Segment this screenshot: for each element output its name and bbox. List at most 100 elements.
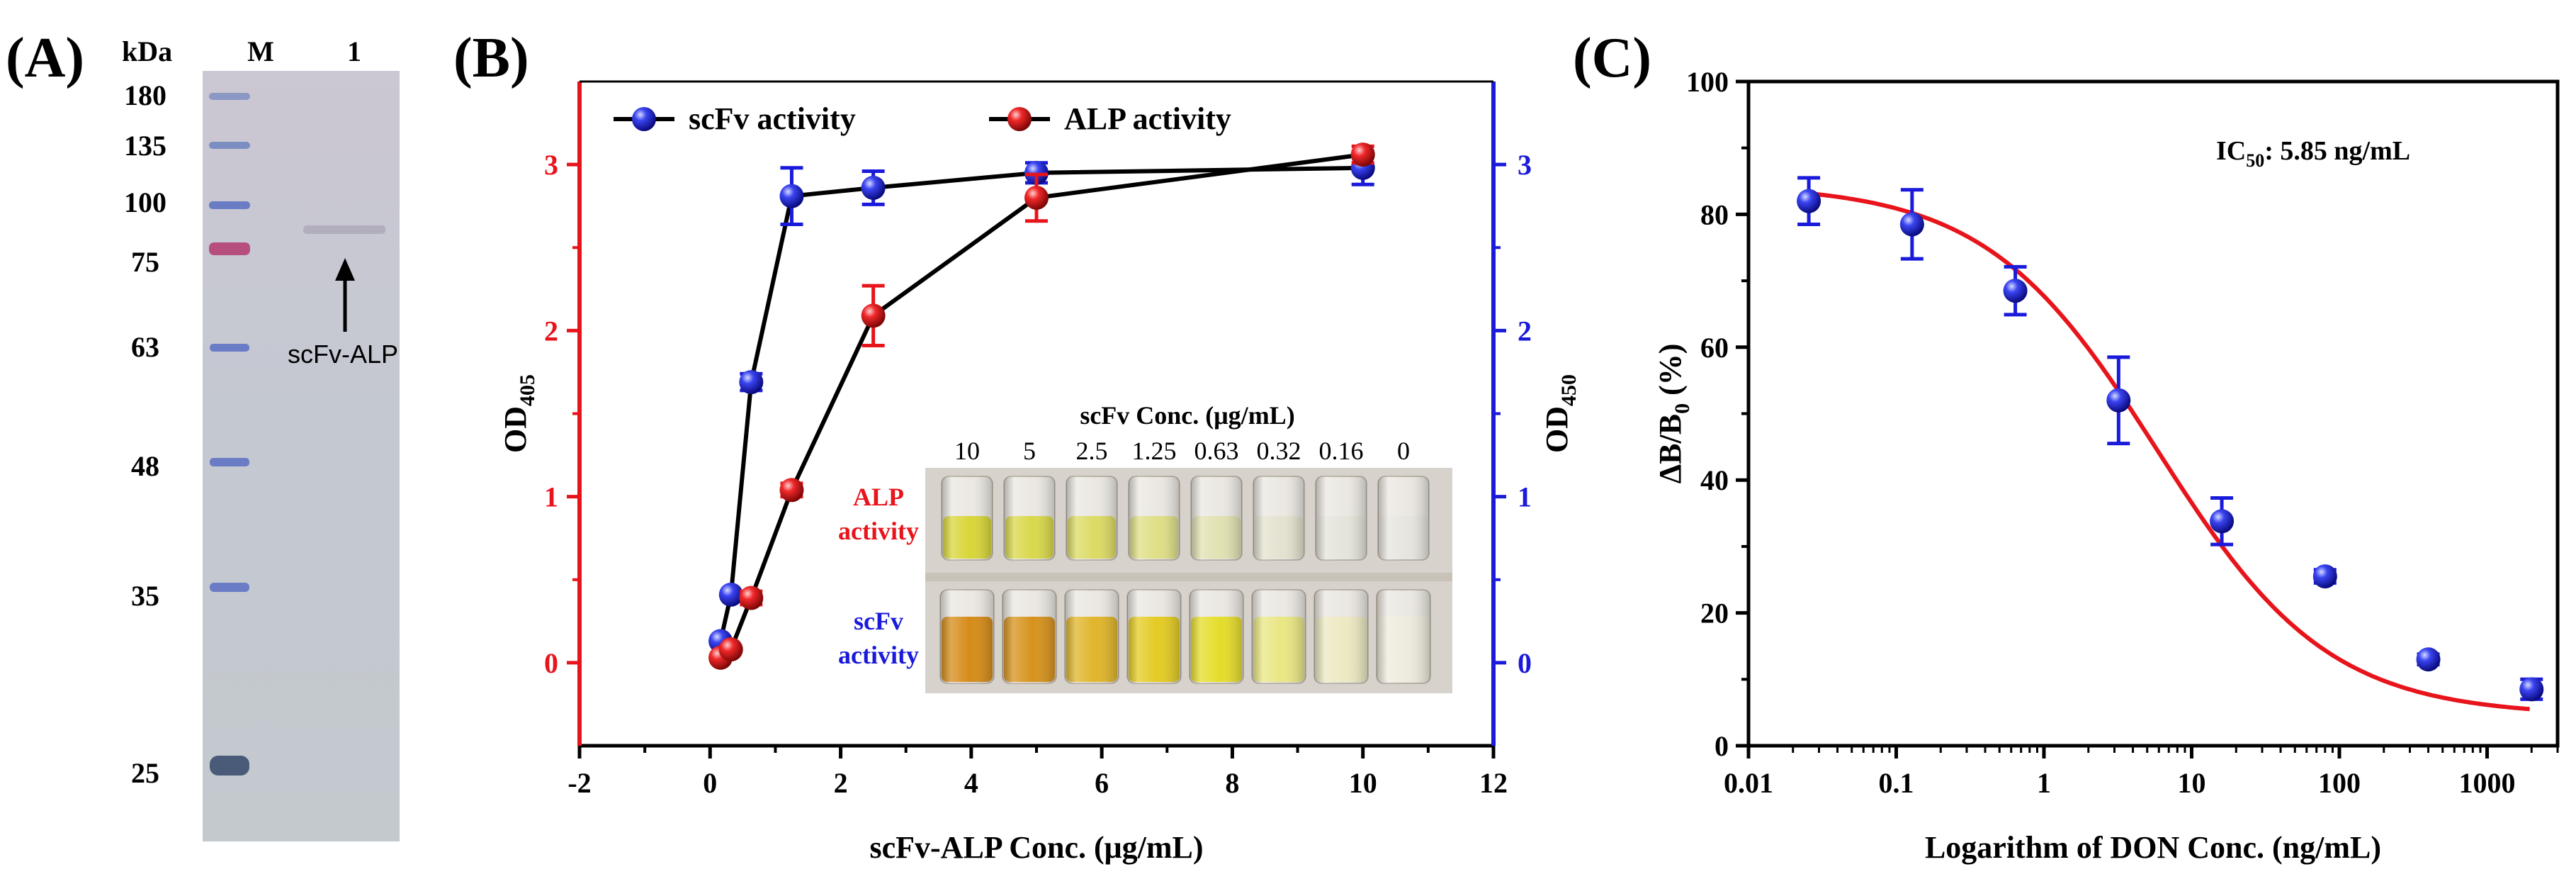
- b-left-tick-label: 3: [544, 149, 558, 181]
- b-point-alp: [1024, 185, 1049, 210]
- c-y-tick-label: 40: [1700, 464, 1729, 496]
- b-x-tick-label: 8: [1225, 767, 1239, 799]
- c-data-point: [2210, 509, 2235, 534]
- panel-c-axes: 0.01 0.1 1 10 100 1000 0 20 40 60 80 100 Logarithm o…: [1653, 66, 2560, 865]
- b-x-tick-label: 12: [1479, 767, 1508, 799]
- c-x-tick-label: 10: [2178, 767, 2206, 799]
- legend-marker: [632, 107, 656, 131]
- c-x-tick-label: 0.01: [1724, 767, 1773, 799]
- b-left-tick-label: 1: [544, 481, 558, 513]
- band-annotation: scFv-ALP: [288, 340, 398, 369]
- inset-row2-label-line2: activity: [838, 641, 919, 669]
- vial-scfv: [939, 589, 995, 684]
- b-x-tick-label: 2: [834, 767, 848, 799]
- inset-conc-label: 2.5: [1076, 437, 1108, 465]
- vial-scfv: [1064, 589, 1119, 684]
- vial-alp: [1190, 476, 1243, 561]
- ic50-annotation: IC50: 5.85 ng/mL: [2216, 136, 2410, 171]
- ic50-sub: 50: [2246, 150, 2264, 171]
- b-right-tick-label: 2: [1518, 315, 1532, 347]
- c-x-tick-label: 1: [2037, 767, 2051, 799]
- vial-scfv: [1251, 589, 1306, 684]
- band-arrow: [335, 258, 355, 332]
- c-data-point: [2003, 279, 2028, 303]
- lane-label-1: 1: [347, 35, 361, 67]
- c-data-point: [2106, 388, 2131, 413]
- c-fit-curve: [1808, 191, 2530, 712]
- inset-conc-label: 0.32: [1257, 437, 1301, 465]
- marker-100: 100: [124, 186, 166, 218]
- b-x-tick-label: 4: [964, 767, 978, 799]
- vial-alp: [1128, 476, 1180, 561]
- b-left-tick-label: 0: [544, 647, 558, 679]
- vial-scfv: [1189, 589, 1244, 684]
- c-data-point: [2416, 647, 2441, 672]
- panel-c: (C) 0.01 0.1 1 10 100 1000 0 20 40 60 80 100 Logarit…: [1573, 27, 2560, 865]
- panel-a: (A) kDa M 1 180 135 100 75 63 48 35 25: [6, 27, 400, 841]
- vial-alp: [1253, 476, 1305, 561]
- lane-label-m: M: [247, 35, 274, 67]
- b-point-alp: [779, 478, 804, 503]
- legend-label: scFv activity: [689, 101, 856, 136]
- b-right-tick-label: 1: [1518, 481, 1532, 513]
- panel-b-series: [708, 142, 1375, 670]
- c-x-tick-label: 0.1: [1879, 767, 1914, 799]
- panel-c-series: [1797, 176, 2544, 712]
- gel-image: [203, 71, 400, 841]
- vial-scfv: [1126, 589, 1182, 684]
- marker-labels: 180 135 100 75 63 48 35 25: [124, 79, 166, 789]
- b-right-tick-label: 0: [1518, 647, 1532, 679]
- c-y-tick-label: 80: [1700, 198, 1729, 230]
- inset-row2-label-line1: scFv: [854, 607, 903, 635]
- c-y-tick-label: 60: [1700, 332, 1729, 364]
- marker-180: 180: [124, 79, 166, 111]
- kda-label: kDa: [122, 35, 172, 67]
- inset-title: scFv Conc. (μg/mL): [1080, 401, 1294, 430]
- b-point-scfv: [739, 369, 764, 394]
- marker-48: 48: [131, 450, 159, 482]
- c-data-point: [2519, 677, 2544, 702]
- c-x-axis-label: Logarithm of DON Conc. (ng/mL): [1925, 830, 2381, 865]
- inset-conc-label: 0: [1397, 437, 1410, 465]
- panel-b-legend: scFv activity ALP activity: [614, 101, 1231, 136]
- b-point-alp: [1350, 142, 1375, 167]
- b-point-scfv: [861, 175, 886, 200]
- vial-scfv: [1376, 589, 1431, 684]
- b-right-tick-label: 3: [1518, 149, 1532, 181]
- panel-a-label: (A): [6, 27, 84, 89]
- scfv-alp-band: [303, 225, 385, 234]
- inset-conc-label: 0.63: [1194, 437, 1239, 465]
- vial-scfv: [1314, 589, 1369, 684]
- b-left-tick-label: 2: [544, 315, 558, 347]
- b-x-axis-label: scFv-ALP Conc. (μg/mL): [869, 830, 1203, 865]
- c-y-tick-label: 100: [1686, 66, 1729, 98]
- inset-photo: scFv Conc. (μg/mL) 10 5 2.5 1.25 0.63 0.32 0.1…: [838, 401, 1452, 693]
- ic50-label: IC: [2216, 136, 2246, 166]
- c-x-tick-label: 100: [2318, 767, 2361, 799]
- b-x-tick-label: 6: [1095, 767, 1109, 799]
- marker-75: 75: [131, 246, 159, 278]
- c-y-axis-label: ΔB/B0 (%): [1653, 344, 1694, 484]
- marker-ladder: [209, 93, 250, 776]
- inset-conc-label: 10: [954, 437, 980, 465]
- b-point-scfv: [718, 582, 743, 607]
- inset-conc-label: 1.25: [1132, 437, 1177, 465]
- c-data-point: [1797, 189, 1821, 213]
- b-point-alp: [861, 303, 886, 328]
- panel-b-label: (B): [453, 27, 529, 89]
- b-left-axis-label: OD405: [498, 374, 539, 453]
- c-y-tick-label: 0: [1714, 730, 1729, 762]
- marker-63: 63: [131, 331, 159, 363]
- inset-row1-label-line1: ALP: [853, 483, 904, 511]
- c-x-tick-label: 1000: [2459, 767, 2516, 799]
- inset-conc-labels: 10 5 2.5 1.25 0.63 0.32 0.16 0: [954, 437, 1410, 465]
- legend-label: ALP activity: [1064, 101, 1231, 136]
- panel-c-label: (C): [1573, 27, 1651, 89]
- vial-alp: [1003, 476, 1056, 561]
- c-plot-frame: [1746, 79, 2560, 748]
- marker-25: 25: [131, 757, 159, 789]
- c-y-tick-label: 20: [1700, 598, 1729, 629]
